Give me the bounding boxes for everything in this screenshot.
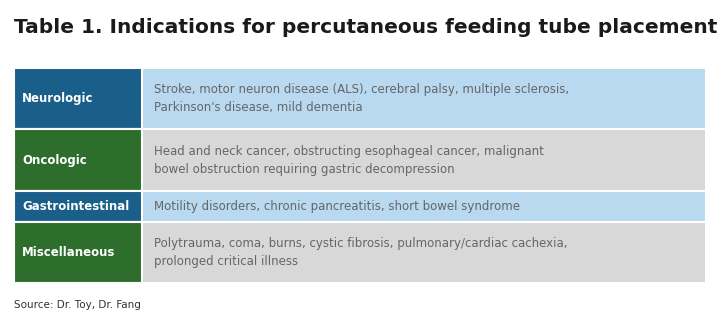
- Bar: [14, 68, 142, 129]
- Text: Gastrointestinal: Gastrointestinal: [22, 200, 130, 213]
- Bar: [14, 221, 142, 283]
- Text: Head and neck cancer, obstructing esophageal cancer, malignant
bowel obstruction: Head and neck cancer, obstructing esopha…: [154, 144, 544, 176]
- Bar: [14, 129, 706, 191]
- Bar: [14, 191, 142, 221]
- Bar: [14, 129, 142, 191]
- Text: Neurologic: Neurologic: [22, 92, 94, 105]
- Text: Table 1. Indications for percutaneous feeding tube placement: Table 1. Indications for percutaneous fe…: [14, 18, 717, 37]
- Text: Stroke, motor neuron disease (ALS), cerebral palsy, multiple sclerosis,
Parkinso: Stroke, motor neuron disease (ALS), cere…: [154, 83, 569, 114]
- Text: Oncologic: Oncologic: [22, 154, 86, 167]
- Text: Motility disorders, chronic pancreatitis, short bowel syndrome: Motility disorders, chronic pancreatitis…: [154, 200, 520, 213]
- Bar: [14, 221, 706, 283]
- Bar: [14, 191, 706, 221]
- Text: Polytrauma, coma, burns, cystic fibrosis, pulmonary/cardiac cachexia,
prolonged : Polytrauma, coma, burns, cystic fibrosis…: [154, 237, 567, 268]
- Text: Miscellaneous: Miscellaneous: [22, 246, 115, 259]
- Text: Source: Dr. Toy, Dr. Fang: Source: Dr. Toy, Dr. Fang: [14, 300, 141, 310]
- Bar: [14, 68, 706, 129]
